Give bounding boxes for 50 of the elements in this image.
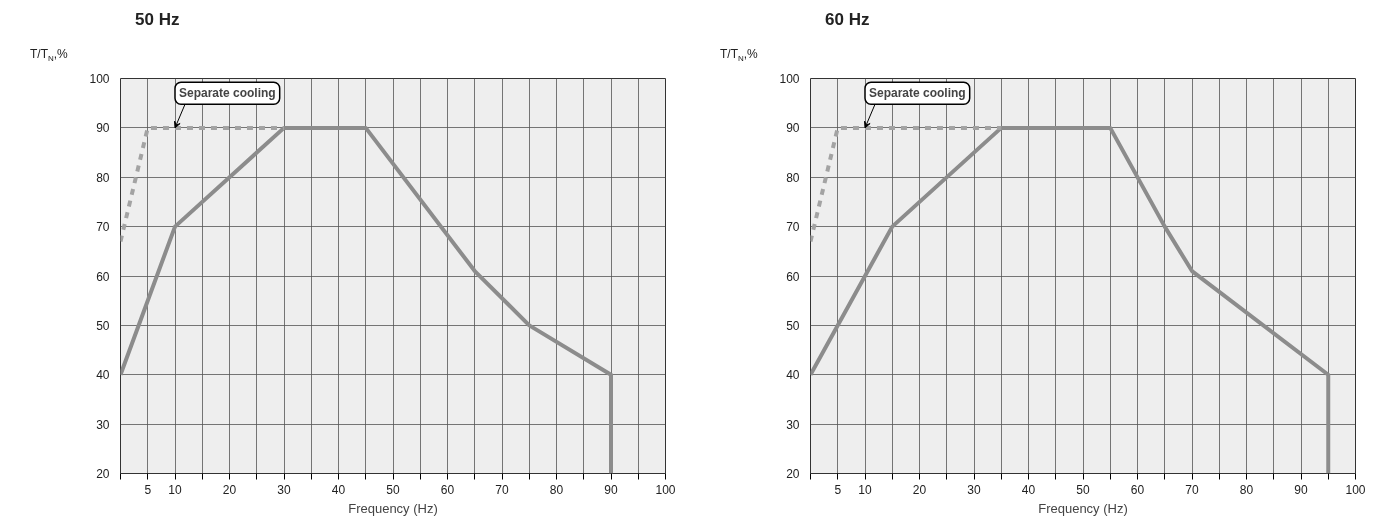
y-tick-label: 70 bbox=[96, 220, 110, 235]
chart-title: 50 Hz bbox=[135, 10, 180, 29]
x-tick-label: 80 bbox=[1239, 482, 1254, 497]
x-tick-label: 100 bbox=[1345, 482, 1366, 497]
x-tick-label: 60 bbox=[440, 482, 455, 497]
x-tick-label: 30 bbox=[277, 482, 291, 497]
y-tick-label: 60 bbox=[786, 269, 800, 284]
y-tick-label: 90 bbox=[96, 121, 110, 136]
x-tick-label: 50 bbox=[386, 482, 400, 497]
x-tick-label: 70 bbox=[495, 482, 509, 497]
y-tick-label: 50 bbox=[786, 318, 800, 333]
x-tick-label: 40 bbox=[331, 482, 346, 497]
x-tick-label: 10 bbox=[858, 482, 872, 497]
y-tick-label: 50 bbox=[96, 318, 110, 333]
y-tick-label: 60 bbox=[96, 269, 110, 284]
x-tick-label: 50 bbox=[1076, 482, 1090, 497]
y-tick-label: 90 bbox=[786, 121, 800, 136]
y-tick-label: 80 bbox=[786, 170, 800, 185]
x-tick-label: 10 bbox=[168, 482, 182, 497]
x-tick-label: 60 bbox=[1130, 482, 1145, 497]
x-tick-label: 90 bbox=[604, 482, 618, 497]
x-axis-title: Frequency (Hz) bbox=[348, 500, 438, 516]
y-tick-label: 30 bbox=[786, 417, 800, 432]
y-tick-label: 30 bbox=[96, 417, 110, 432]
y-axis-title: T/T$_{N}$,% bbox=[720, 46, 758, 65]
line-series bbox=[810, 125, 1331, 474]
x-tick-label: 5 bbox=[834, 482, 842, 497]
x-tick-label: 100 bbox=[655, 482, 676, 497]
y-tick-label: 70 bbox=[786, 220, 800, 235]
y-axis-title: T/T$_{N}$,% bbox=[30, 46, 68, 65]
x-axis-title: Frequency (Hz) bbox=[1038, 500, 1128, 516]
x-tick-label: 30 bbox=[967, 482, 981, 497]
x-tick-label: 40 bbox=[1021, 482, 1036, 497]
annotation: Separate cooling bbox=[869, 86, 966, 101]
x-tick-label: 80 bbox=[549, 482, 564, 497]
x-tick-label: 90 bbox=[1294, 482, 1308, 497]
x-tick-label: 20 bbox=[222, 482, 237, 497]
x-tick-label: 20 bbox=[912, 482, 927, 497]
y-tick-label: 40 bbox=[96, 368, 110, 383]
x-tick-label: 70 bbox=[1185, 482, 1199, 497]
y-tick-label: 100 bbox=[89, 72, 110, 86]
y-tick-label: 20 bbox=[786, 467, 800, 481]
x-tick-label: 5 bbox=[144, 482, 152, 497]
line-series bbox=[120, 125, 613, 474]
annotation: Separate cooling bbox=[179, 86, 276, 101]
y-tick-label: 80 bbox=[96, 170, 110, 185]
chart-title: 60 Hz bbox=[825, 10, 870, 29]
y-tick-label: 40 bbox=[786, 368, 800, 383]
y-tick-label: 100 bbox=[779, 72, 800, 86]
y-tick-label: 20 bbox=[96, 467, 110, 481]
